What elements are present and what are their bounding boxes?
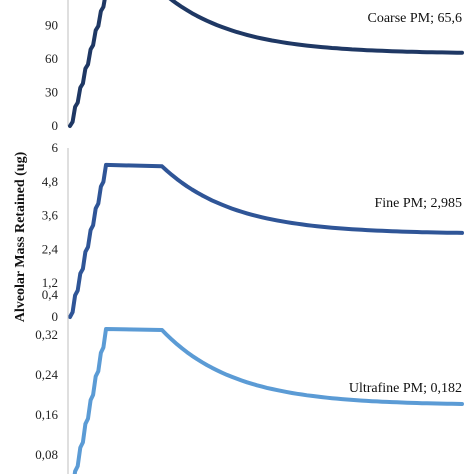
y-tick-label: 0,08	[35, 447, 58, 462]
y-tick-label: 6	[52, 140, 59, 155]
y-tick-label: 2,4	[42, 241, 59, 256]
panel-1: 0 30 60 90 Coarse PM; 65,6	[45, 0, 464, 133]
y-axis-title: Alveolar Mass Retained (ug)	[13, 151, 28, 322]
y-tick-label: 0,16	[35, 407, 58, 422]
y-tick-label: 90	[45, 18, 58, 33]
series-annotation: Ultrafine PM; 0,182	[349, 381, 462, 396]
y-tick-label: 3,6	[42, 208, 59, 223]
series-line-2	[68, 162, 464, 319]
y-tick-label: 0	[52, 309, 59, 324]
y-tick-label: 0,32	[35, 327, 58, 342]
y-tick-label: 0	[52, 118, 59, 133]
y-tick-label: 1,2	[42, 275, 58, 290]
y-tick-label: 0,4	[42, 287, 59, 302]
series-annotation: Coarse PM; 65,6	[368, 11, 463, 26]
series-annotation: Fine PM; 2,985	[374, 196, 462, 211]
series-line-3	[72, 327, 464, 474]
y-tick-label: 4,8	[42, 174, 58, 189]
y-tick-label: 0,24	[35, 367, 58, 382]
chart-panels: 0 30 60 90 Coarse PM; 65,6 0 1,2 2,4 3,6 4,8 6 Fine…	[35, 0, 464, 474]
panel-2: 0 1,2 2,4 3,6 4,8 6 Fine PM; 2,985	[42, 140, 464, 324]
y-tick-label: 30	[45, 85, 58, 100]
y-tick-label: 60	[45, 51, 58, 66]
series-line-1	[68, 0, 464, 128]
y-axis-title-group: Alveolar Mass Retained (ug)	[13, 151, 28, 322]
panel-3: 0,08 0,16 0,24 0,32 0,4 Ultrafine PM; 0,182	[35, 287, 464, 474]
